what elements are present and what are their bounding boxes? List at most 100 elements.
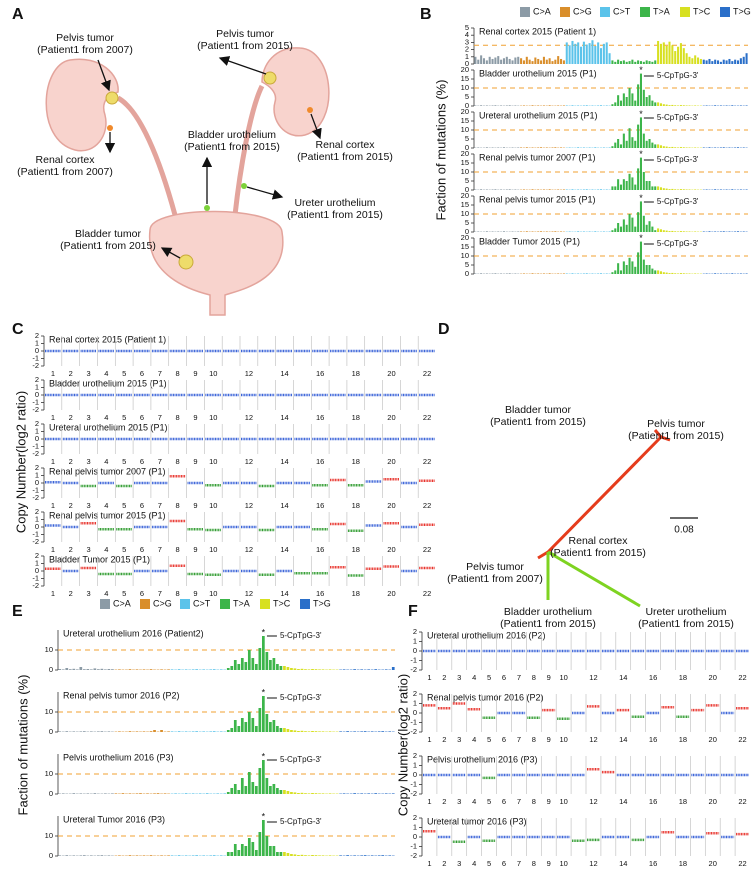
panel-label: A bbox=[12, 6, 24, 23]
bar bbox=[634, 226, 637, 232]
bar bbox=[682, 273, 685, 274]
diagram-label: (Patient1 from 2015) bbox=[628, 430, 724, 442]
bar bbox=[233, 844, 237, 856]
x-tick-label: 4 bbox=[472, 797, 476, 806]
bar bbox=[591, 105, 594, 106]
bar bbox=[657, 186, 660, 190]
y-tick-label: 2 bbox=[465, 45, 469, 54]
bar bbox=[668, 41, 671, 64]
bar bbox=[662, 272, 665, 274]
bar bbox=[174, 793, 177, 794]
bar bbox=[89, 855, 93, 856]
bar bbox=[537, 189, 540, 190]
x-tick-label: 12 bbox=[245, 589, 253, 598]
bar bbox=[674, 105, 677, 106]
x-tick-label: 2 bbox=[442, 859, 446, 868]
y-tick-label: 1 bbox=[413, 698, 417, 707]
bar bbox=[745, 189, 748, 190]
y-tick-label: -2 bbox=[410, 727, 417, 736]
y-tick-label: 0 bbox=[465, 59, 469, 68]
bar bbox=[522, 105, 525, 106]
bar bbox=[679, 105, 682, 106]
bar bbox=[637, 212, 640, 232]
bar bbox=[577, 189, 580, 190]
legend-label: T>G bbox=[733, 6, 751, 16]
bar bbox=[223, 793, 227, 794]
bar bbox=[668, 273, 671, 274]
y-tick-label: -1 bbox=[410, 779, 417, 788]
bar bbox=[614, 102, 617, 106]
bar bbox=[135, 855, 139, 856]
bar bbox=[283, 728, 286, 732]
bar bbox=[562, 60, 565, 64]
y-tick-label: -1 bbox=[410, 841, 417, 850]
x-tick-label: 6 bbox=[502, 859, 506, 868]
bar bbox=[283, 790, 286, 794]
bar bbox=[237, 726, 241, 732]
bar bbox=[353, 793, 356, 794]
y-axis-label: Faction of mutations (%) bbox=[15, 675, 30, 816]
legend-swatch bbox=[640, 7, 650, 17]
x-tick-label: 20 bbox=[709, 797, 717, 806]
bar bbox=[719, 61, 722, 64]
peak-marker: * bbox=[262, 811, 266, 821]
chart-title: Renal pelvis tumor 2007 (P1) bbox=[479, 152, 596, 162]
bar bbox=[622, 179, 625, 190]
x-tick-label: 5 bbox=[122, 369, 126, 378]
bar bbox=[391, 793, 395, 794]
y-tick-label: -1 bbox=[32, 441, 39, 450]
bar bbox=[286, 853, 290, 856]
bar bbox=[739, 273, 742, 274]
bar bbox=[668, 231, 671, 232]
bar bbox=[114, 793, 118, 794]
bar bbox=[500, 273, 503, 274]
bar bbox=[65, 731, 69, 732]
x-tick-label: 2 bbox=[442, 735, 446, 744]
x-tick-label: 12 bbox=[589, 735, 597, 744]
y-tick-label: 1 bbox=[413, 636, 417, 645]
bar bbox=[142, 669, 146, 670]
bar bbox=[272, 658, 276, 670]
bar bbox=[659, 271, 662, 274]
bar bbox=[505, 56, 508, 64]
bar bbox=[717, 60, 720, 64]
bar bbox=[304, 855, 307, 856]
bar bbox=[300, 668, 304, 670]
bar bbox=[491, 231, 494, 232]
bar bbox=[142, 731, 146, 732]
diagram-label: (Patient1 from 2015) bbox=[287, 209, 383, 221]
bar bbox=[82, 669, 86, 670]
bar bbox=[548, 58, 551, 64]
bar bbox=[304, 669, 307, 670]
bar bbox=[531, 231, 534, 232]
bar bbox=[628, 173, 631, 190]
bar bbox=[531, 61, 534, 64]
bar bbox=[637, 124, 640, 148]
bar bbox=[388, 731, 392, 732]
bar bbox=[551, 231, 554, 232]
bar bbox=[86, 793, 90, 794]
x-tick-label: 2 bbox=[69, 589, 73, 598]
chart-title: Bladder Tumor 2015 (P1) bbox=[479, 236, 580, 246]
bar bbox=[497, 147, 500, 148]
bar bbox=[571, 273, 574, 274]
bar bbox=[677, 147, 680, 148]
x-tick-label: 12 bbox=[589, 797, 597, 806]
bar bbox=[391, 667, 395, 670]
chart-title: Pelvis urothelium 2016 (P3) bbox=[427, 754, 538, 764]
bar bbox=[262, 636, 265, 670]
bar bbox=[61, 793, 65, 794]
legend-swatch bbox=[260, 599, 270, 609]
y-tick-label: 0 bbox=[35, 478, 39, 487]
bar bbox=[258, 768, 262, 794]
bar bbox=[679, 147, 682, 148]
y-tick-label: 20 bbox=[461, 191, 469, 200]
bar bbox=[100, 731, 104, 732]
bar bbox=[300, 854, 304, 856]
bar bbox=[233, 660, 237, 670]
diagram-label: (Patient1 from 2015) bbox=[197, 40, 293, 52]
bar bbox=[599, 48, 603, 64]
y-axis-label: Faction of mutations (%) bbox=[433, 80, 448, 221]
bar bbox=[705, 189, 708, 190]
bar bbox=[230, 788, 234, 794]
